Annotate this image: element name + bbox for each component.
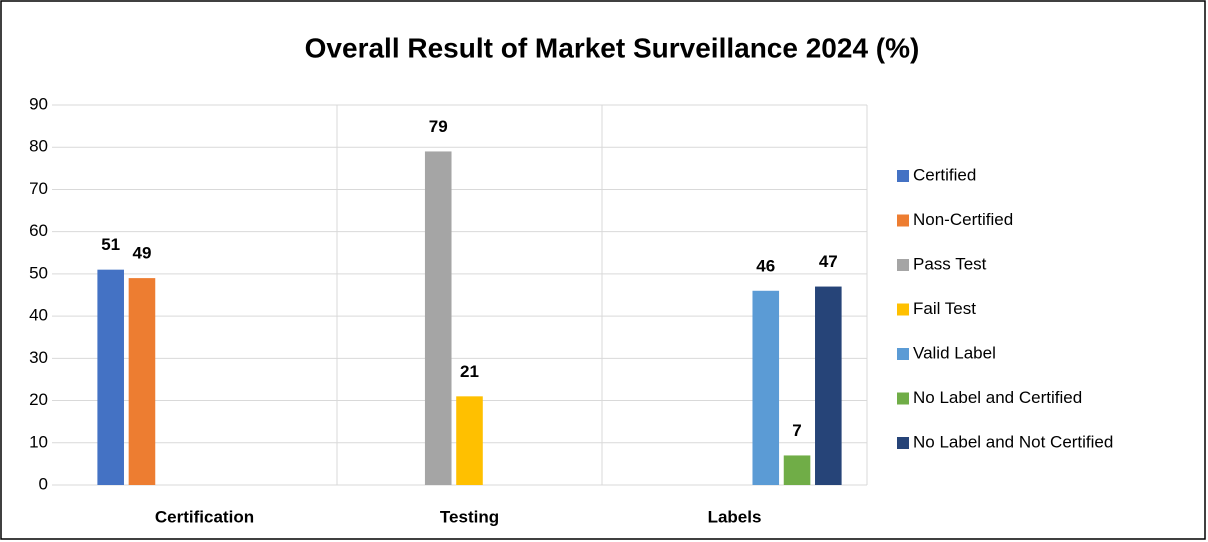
data-label: 21 — [460, 362, 479, 381]
y-tick-label: 0 — [39, 474, 48, 493]
y-tick-label: 10 — [29, 432, 48, 451]
bar — [815, 286, 842, 485]
bar — [456, 396, 483, 485]
y-tick-label: 70 — [29, 179, 48, 198]
bar — [752, 290, 780, 485]
legend-label: Non-Certified — [913, 210, 1013, 229]
legend-swatch — [897, 259, 909, 271]
legend-label: No Label and Certified — [913, 388, 1082, 407]
data-label: 7 — [792, 421, 801, 440]
bar — [783, 455, 811, 485]
bar — [424, 151, 452, 485]
bar — [128, 278, 156, 485]
y-tick-label: 30 — [29, 348, 48, 367]
y-tick-label: 20 — [29, 390, 48, 409]
legend-label: Certified — [913, 165, 976, 184]
legend-swatch — [897, 392, 909, 405]
data-label: 79 — [429, 117, 448, 136]
legend-swatch — [897, 214, 909, 227]
data-label: 49 — [132, 244, 151, 263]
data-label: 51 — [101, 235, 120, 254]
legend-swatch — [897, 303, 909, 316]
legend-swatch — [897, 170, 909, 182]
legend-swatch — [897, 348, 909, 360]
data-label: 47 — [819, 252, 838, 271]
legend-swatch — [897, 437, 909, 449]
bar — [97, 269, 124, 485]
x-tick-label: Labels — [708, 507, 762, 526]
legend-label: Fail Test — [913, 299, 976, 318]
y-tick-label: 90 — [29, 94, 48, 113]
data-label: 46 — [756, 256, 775, 275]
legend-label: Pass Test — [913, 254, 987, 273]
x-tick-label: Certification — [155, 507, 254, 526]
legend-label: Valid Label — [913, 343, 996, 362]
legend-label: No Label and Not Certified — [913, 432, 1113, 451]
y-tick-label: 80 — [29, 137, 48, 156]
y-tick-label: 60 — [29, 221, 48, 240]
y-tick-label: 50 — [29, 263, 48, 282]
chart-title: Overall Result of Market Surveillance 20… — [305, 32, 920, 63]
y-tick-label: 40 — [29, 306, 48, 325]
x-tick-label: Testing — [440, 507, 499, 526]
